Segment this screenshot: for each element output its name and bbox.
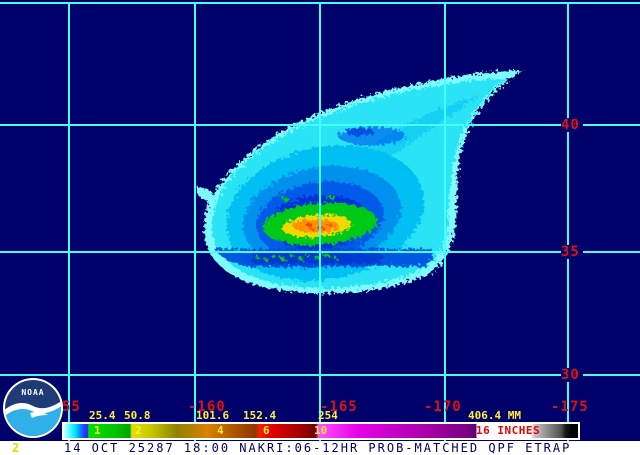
mm-label-152: 152.4 (243, 409, 277, 422)
storm-tail-streak (344, 95, 480, 184)
lat-label-30: 30 (561, 368, 583, 382)
storm-blue-speckle-patch (338, 127, 406, 145)
colorbar-inch-4: 4 (217, 424, 224, 437)
mm-label-50: 50.8 (124, 409, 151, 422)
grid-lon-155-line (68, 2, 70, 441)
lat-label-35: 35 (561, 245, 583, 259)
lon-label-165: -165 (320, 399, 358, 415)
grid-lon-160-line (194, 2, 196, 441)
precip-colorbar: 1 2 4 6 10 16 INCHES (62, 422, 580, 440)
caption-text: 14 OCT 25287 18:00 NAKRI:06-12HR PROB-MA… (64, 441, 572, 455)
colorbar-16-inches-note: 16 INCHES (476, 424, 541, 437)
mm-label-101: 101.6 (196, 409, 230, 422)
lon-label-160: -160 (188, 399, 226, 415)
grid-lon-175-line (567, 2, 569, 441)
colorbar-inch-1: 1 (94, 424, 101, 437)
colorbar-inch-6: 6 (263, 424, 270, 437)
storm-blue-speckle-core (346, 128, 374, 136)
caption-left-number: 2 (12, 441, 20, 455)
mm-label-25: 25.4 (89, 409, 116, 422)
noaa-logo: NOAA (3, 378, 63, 438)
precip-colorbar-gradient (64, 424, 578, 438)
noaa-logo-gull (5, 400, 61, 416)
noaa-logo-gull-wing (30, 411, 48, 418)
colorbar-inch-2: 2 (135, 424, 142, 437)
noaa-logo-text: NOAA (21, 388, 44, 397)
lon-label-155: 55 (62, 399, 81, 415)
grid-lon-165-line (319, 2, 321, 441)
mm-label-406: 406.4 MM (468, 409, 521, 422)
lon-label-175: -175 (551, 399, 589, 415)
lon-label-170: -170 (424, 399, 462, 415)
storm-green-speckles (256, 196, 337, 261)
storm-left-spur (196, 186, 214, 203)
lat-label-40: 40 (561, 118, 583, 132)
storm-precipitation-field (196, 70, 525, 294)
caption-strip: 2 14 OCT 25287 18:00 NAKRI:06-12HR PROB-… (0, 441, 640, 455)
mm-label-254: 254 (318, 409, 338, 422)
colorbar-inch-10: 10 (314, 424, 328, 437)
grid-lon-170-line (444, 2, 446, 441)
